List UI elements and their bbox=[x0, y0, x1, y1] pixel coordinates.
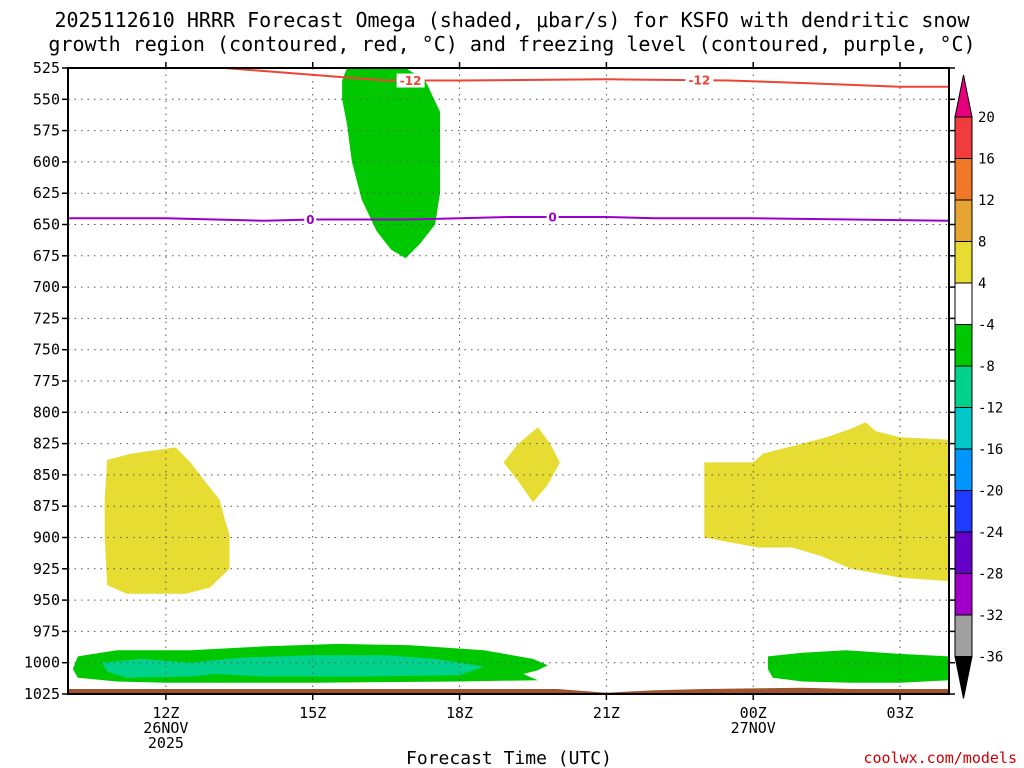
colorbar-tick--28: -28 bbox=[978, 567, 1003, 583]
y-tick-label-875: 875 bbox=[33, 497, 60, 515]
contour-label-bg bbox=[396, 73, 425, 88]
y-tick-label-900: 900 bbox=[33, 529, 60, 547]
y-tick-label-600: 600 bbox=[33, 153, 60, 171]
y-tick-label-950: 950 bbox=[33, 591, 60, 609]
y-tick-label-800: 800 bbox=[33, 403, 60, 421]
colorbar-bin--8--4 bbox=[954, 324, 973, 367]
y-tick-label-550: 550 bbox=[33, 90, 60, 108]
colorbar-tick-4: 4 bbox=[978, 276, 986, 292]
colorbar-bin--12--8 bbox=[954, 365, 973, 408]
y-tick-label-825: 825 bbox=[33, 435, 60, 453]
x-tick-label-12Z-sub2: 2025 bbox=[148, 734, 184, 752]
colorbar-tick--24: -24 bbox=[978, 525, 1003, 541]
y-tick-label-575: 575 bbox=[33, 122, 60, 140]
colorbar-bin-16-20 bbox=[954, 116, 973, 159]
contour-label-bg bbox=[685, 73, 714, 88]
colorbar-tick-8: 8 bbox=[978, 235, 986, 251]
colorbar-tick--36: -36 bbox=[978, 650, 1003, 666]
colorbar-tick--20: -20 bbox=[978, 484, 1003, 500]
x-tick-label-12Z: 12Z bbox=[152, 704, 179, 722]
y-tick-label-775: 775 bbox=[33, 372, 60, 390]
colorbar-bin--20--16 bbox=[954, 448, 973, 491]
omega-region-3 bbox=[767, 650, 949, 683]
colorbar-bin--16--12 bbox=[954, 407, 973, 450]
y-tick-label-975: 975 bbox=[33, 622, 60, 640]
contour-label-bg bbox=[304, 212, 317, 227]
y-tick-label-725: 725 bbox=[33, 309, 60, 327]
colorbar-tick--12: -12 bbox=[978, 401, 1003, 417]
y-tick-label-625: 625 bbox=[33, 184, 60, 202]
contour-label--12-0: -12 bbox=[400, 74, 422, 88]
omega-region-6 bbox=[704, 422, 949, 582]
x-tick-label-03Z: 03Z bbox=[887, 704, 914, 722]
x-tick-label-15Z: 15Z bbox=[299, 704, 326, 722]
y-tick-label-750: 750 bbox=[33, 341, 60, 359]
colorbar-tick--8: -8 bbox=[978, 359, 995, 375]
omega-region-0 bbox=[342, 68, 440, 259]
x-tick-label-21Z: 21Z bbox=[593, 704, 620, 722]
colorbar-bin-8-12 bbox=[954, 199, 973, 242]
contour-lines: -12 -12 0 0 bbox=[67, 67, 950, 227]
contour-label-0-0: 0 bbox=[306, 213, 314, 227]
ground-surface bbox=[68, 687, 949, 694]
credit-text: coolwx.com/models bbox=[863, 749, 1017, 767]
y-axis: 525 550 575 600 625 650 675 700 725 750 775 800 825 8… bbox=[24, 59, 955, 703]
y-tick-label-700: 700 bbox=[33, 278, 60, 296]
colorbar-bin--32--28 bbox=[954, 573, 973, 616]
y-tick-label-925: 925 bbox=[33, 560, 60, 578]
colorbar-tick-12: 12 bbox=[978, 193, 995, 209]
colorbar-bin-4-8 bbox=[954, 241, 973, 284]
y-tick-label-1025: 1025 bbox=[24, 685, 60, 703]
colorbar-arrow-top bbox=[954, 74, 973, 118]
contour-label-bg bbox=[546, 209, 559, 224]
contour-label--12-1: -12 bbox=[689, 74, 711, 88]
chart-title-line1: 2025112610 HRRR Forecast Omega (shaded, … bbox=[54, 8, 970, 32]
chart-title-line2: growth region (contoured, red, °C) and f… bbox=[48, 32, 975, 56]
colorbar-bin--24--20 bbox=[954, 490, 973, 533]
colorbar-tick-20: 20 bbox=[978, 110, 995, 126]
y-tick-label-525: 525 bbox=[33, 59, 60, 77]
colorbar-bin--36--32 bbox=[954, 614, 973, 657]
y-tick-label-1000: 1000 bbox=[24, 654, 60, 672]
omega-region-2 bbox=[102, 655, 485, 678]
y-tick-label-850: 850 bbox=[33, 466, 60, 484]
colorbar-tick--32: -32 bbox=[978, 608, 1003, 624]
colorbar-bin--28--24 bbox=[954, 531, 973, 574]
colorbar-tick-16: 16 bbox=[978, 152, 995, 168]
x-tick-label-18Z: 18Z bbox=[446, 704, 473, 722]
colorbar-tick--16: -16 bbox=[978, 442, 1003, 458]
grid-lines bbox=[68, 67, 949, 695]
contour-line-0 bbox=[67, 216, 950, 222]
colorbar-arrow-bottom bbox=[954, 656, 973, 699]
contour-line--12 bbox=[224, 67, 949, 88]
contour-label-0-1: 0 bbox=[548, 210, 556, 224]
omega-colorbar: 20 16 12 8 4 -4 -8 -12 -16 -20 -24 -28 -32 -36 bbox=[954, 74, 1003, 699]
omega-region-5 bbox=[503, 427, 560, 503]
y-tick-label-675: 675 bbox=[33, 247, 60, 265]
x-tick-label-12Z-sub1: 26NOV bbox=[143, 719, 188, 737]
plot-area: -12 -12 0 0 525 550 575 600 625 650 675 700 725 750 7… bbox=[24, 59, 955, 752]
ground-layer bbox=[68, 687, 949, 694]
x-tick-label-00Z: 00Z bbox=[740, 704, 767, 722]
colorbar-bin-12-16 bbox=[954, 158, 973, 201]
omega-shading bbox=[72, 68, 949, 683]
x-axis-label: Forecast Time (UTC) bbox=[406, 748, 612, 768]
omega-region-4 bbox=[104, 447, 230, 594]
colorbar-tick--4: -4 bbox=[978, 318, 995, 334]
y-tick-label-650: 650 bbox=[33, 216, 60, 234]
x-tick-label-00Z-sub1: 27NOV bbox=[731, 719, 776, 737]
colorbar-bin--4-4 bbox=[954, 282, 973, 325]
